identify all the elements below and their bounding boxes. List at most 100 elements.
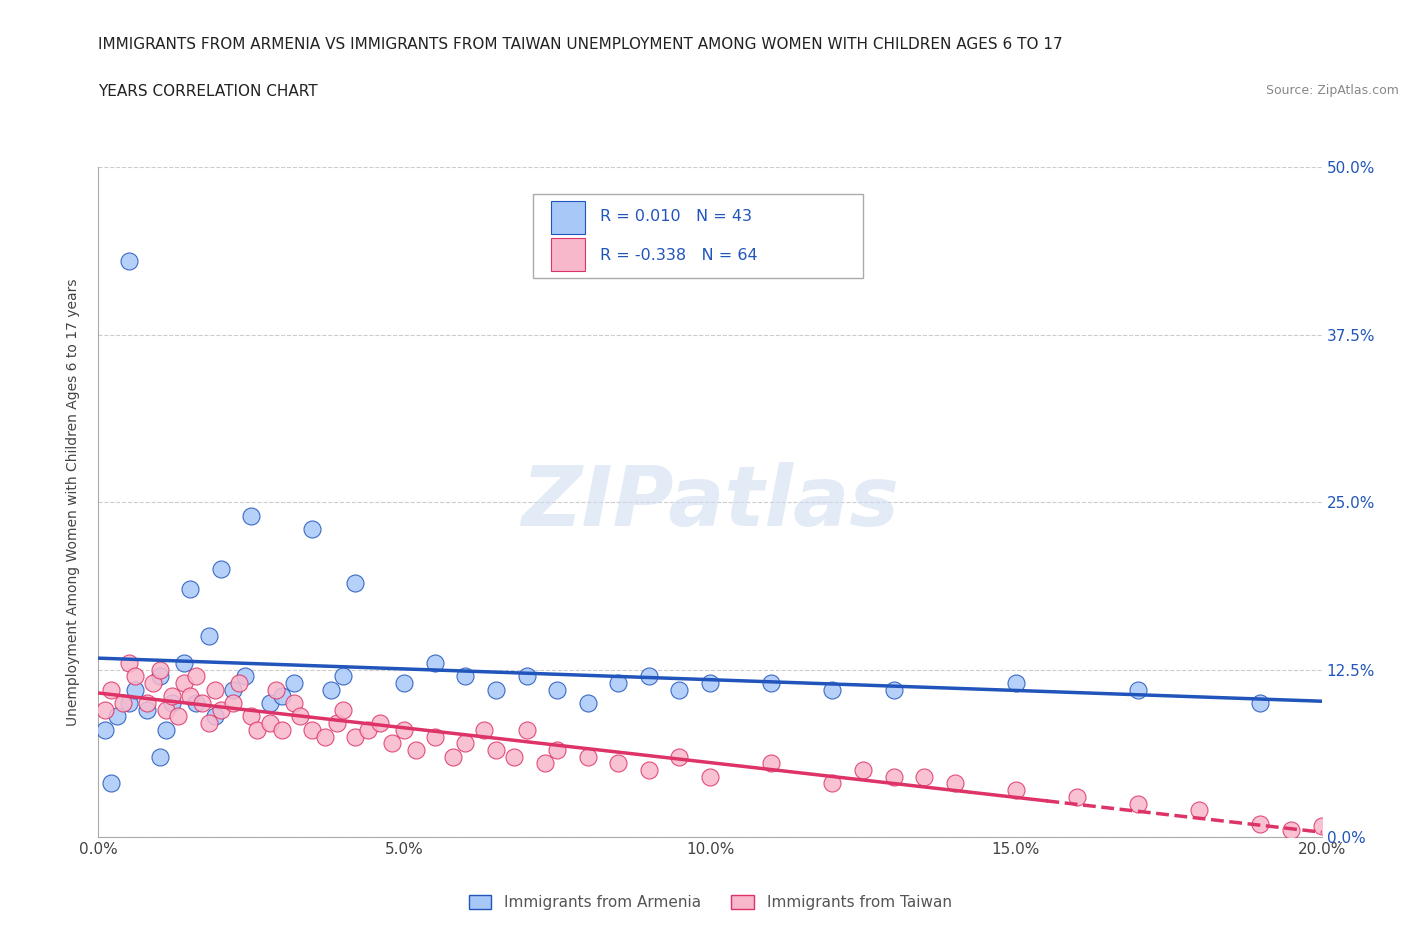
Point bbox=[392, 675, 416, 690]
Point bbox=[124, 683, 146, 698]
Point bbox=[124, 669, 146, 684]
Point bbox=[503, 750, 526, 764]
Point bbox=[149, 662, 172, 677]
Point bbox=[368, 716, 391, 731]
Point bbox=[1279, 823, 1302, 838]
Point bbox=[699, 675, 721, 690]
Point bbox=[1249, 696, 1271, 711]
Text: YEARS CORRELATION CHART: YEARS CORRELATION CHART bbox=[98, 84, 318, 99]
Point bbox=[100, 683, 122, 698]
Point bbox=[259, 696, 281, 711]
Point bbox=[821, 683, 844, 698]
Point bbox=[332, 702, 354, 717]
Point bbox=[209, 702, 232, 717]
FancyBboxPatch shape bbox=[551, 201, 585, 234]
Point bbox=[441, 750, 464, 764]
Point bbox=[314, 729, 336, 744]
Point bbox=[668, 750, 690, 764]
Point bbox=[160, 696, 183, 711]
Point bbox=[197, 629, 219, 644]
Y-axis label: Unemployment Among Women with Children Ages 6 to 17 years: Unemployment Among Women with Children A… bbox=[66, 278, 80, 726]
Point bbox=[759, 756, 782, 771]
Point bbox=[191, 696, 214, 711]
Point bbox=[240, 709, 263, 724]
Point bbox=[319, 683, 342, 698]
Point bbox=[118, 656, 141, 671]
Text: IMMIGRANTS FROM ARMENIA VS IMMIGRANTS FROM TAIWAN UNEMPLOYMENT AMONG WOMEN WITH : IMMIGRANTS FROM ARMENIA VS IMMIGRANTS FR… bbox=[98, 37, 1063, 52]
Point bbox=[454, 736, 477, 751]
Point bbox=[173, 675, 195, 690]
Point bbox=[283, 696, 305, 711]
Point bbox=[301, 723, 323, 737]
Point bbox=[149, 669, 172, 684]
Point bbox=[344, 729, 367, 744]
Point bbox=[1310, 818, 1333, 833]
Point bbox=[142, 675, 165, 690]
Text: R = -0.338   N = 64: R = -0.338 N = 64 bbox=[600, 247, 758, 263]
Point bbox=[240, 508, 263, 523]
Point bbox=[326, 716, 349, 731]
Point bbox=[454, 669, 477, 684]
Point bbox=[197, 716, 219, 731]
Point bbox=[209, 562, 232, 577]
Point bbox=[576, 750, 599, 764]
Point bbox=[699, 769, 721, 784]
Point bbox=[136, 702, 159, 717]
Point bbox=[546, 683, 568, 698]
Point bbox=[186, 696, 208, 711]
Point bbox=[392, 723, 416, 737]
Point bbox=[167, 709, 190, 724]
Point bbox=[173, 656, 195, 671]
Point bbox=[179, 582, 201, 597]
Point bbox=[93, 723, 115, 737]
Point bbox=[607, 675, 630, 690]
Point bbox=[283, 675, 305, 690]
Point bbox=[222, 683, 245, 698]
Point bbox=[943, 776, 966, 790]
Point bbox=[270, 689, 292, 704]
Point bbox=[186, 669, 208, 684]
Point bbox=[821, 776, 844, 790]
Point bbox=[912, 769, 935, 784]
Point bbox=[1188, 803, 1211, 817]
Point bbox=[155, 723, 177, 737]
Point bbox=[637, 669, 661, 684]
Point bbox=[883, 769, 905, 784]
Point bbox=[179, 689, 201, 704]
Point bbox=[1128, 796, 1150, 811]
Point bbox=[160, 689, 183, 704]
Point bbox=[637, 763, 661, 777]
Point bbox=[1066, 790, 1088, 804]
Point bbox=[149, 750, 172, 764]
Point bbox=[204, 683, 226, 698]
Point bbox=[204, 709, 226, 724]
Point bbox=[423, 729, 446, 744]
Point bbox=[246, 723, 269, 737]
Point bbox=[852, 763, 875, 777]
Point bbox=[546, 742, 568, 757]
Point bbox=[222, 696, 245, 711]
Point bbox=[516, 723, 538, 737]
Point bbox=[264, 683, 287, 698]
Point bbox=[259, 716, 281, 731]
Point bbox=[607, 756, 630, 771]
Point bbox=[111, 696, 134, 711]
Legend: Immigrants from Armenia, Immigrants from Taiwan: Immigrants from Armenia, Immigrants from… bbox=[463, 889, 957, 916]
Point bbox=[1004, 783, 1026, 798]
Point bbox=[118, 254, 141, 269]
Point bbox=[290, 709, 312, 724]
Point bbox=[883, 683, 905, 698]
Text: R = 0.010   N = 43: R = 0.010 N = 43 bbox=[600, 209, 752, 224]
Point bbox=[356, 723, 378, 737]
Point bbox=[759, 675, 782, 690]
Point bbox=[233, 669, 256, 684]
Point bbox=[381, 736, 404, 751]
Point bbox=[270, 723, 292, 737]
Point bbox=[1128, 683, 1150, 698]
Point bbox=[136, 696, 159, 711]
Point bbox=[516, 669, 538, 684]
Point bbox=[1004, 675, 1026, 690]
Point bbox=[534, 756, 557, 771]
Point bbox=[93, 702, 115, 717]
Point bbox=[485, 683, 508, 698]
